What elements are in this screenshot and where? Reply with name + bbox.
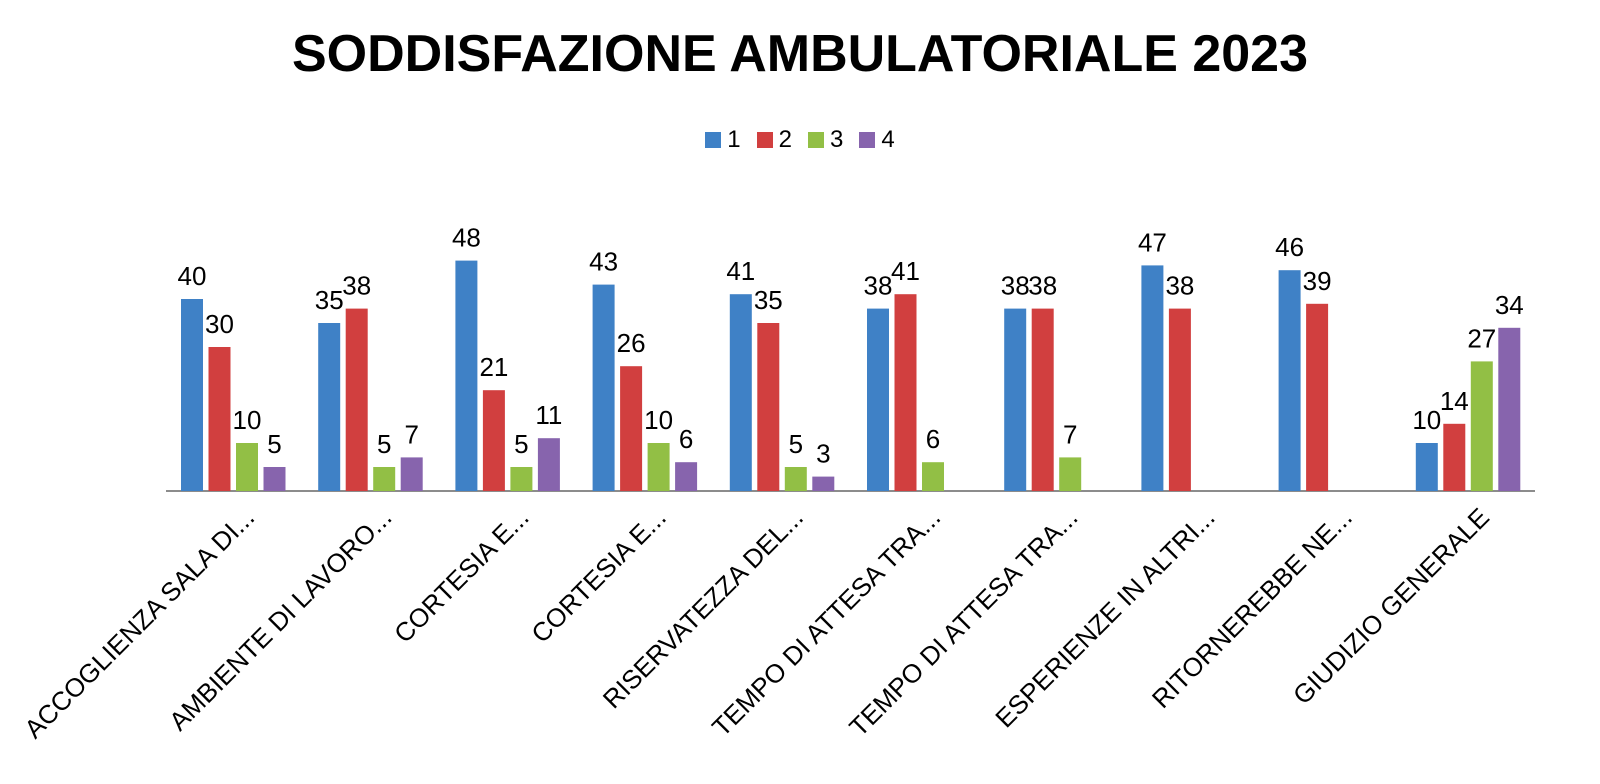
data-label: 5	[789, 429, 803, 459]
data-label: 10	[1412, 405, 1441, 435]
bar-series-4	[400, 457, 423, 491]
bar-series-1	[1415, 443, 1438, 491]
bar-series-4	[1498, 327, 1521, 491]
bar-series-1	[1141, 265, 1164, 491]
data-label: 43	[589, 247, 618, 277]
bar-series-4	[537, 438, 560, 491]
data-label: 41	[726, 256, 755, 286]
data-label: 21	[479, 352, 508, 382]
bar-series-3	[510, 467, 533, 491]
bar-series-3	[236, 443, 258, 491]
legend-item-1: 1	[705, 126, 741, 154]
data-label: 7	[404, 419, 418, 449]
bar-series-4	[812, 476, 835, 491]
data-label: 11	[535, 400, 562, 430]
category-label: TEMPO DI ATTESA TRA...	[706, 502, 946, 742]
bar-series-1	[181, 299, 203, 491]
bar-series-1	[1278, 270, 1301, 491]
legend-item-3: 3	[808, 126, 843, 154]
data-label: 30	[205, 309, 234, 339]
category-label: ESPERIENZE IN ALTRI...	[989, 502, 1220, 733]
bar-series-3	[1059, 457, 1082, 491]
chart-title: SODDISFAZIONE AMBULATORIALE 2023	[291, 25, 1309, 83]
bar-series-3	[784, 467, 807, 491]
bar-series-1	[592, 284, 615, 491]
bar-series-2	[894, 294, 917, 491]
data-label: 10	[644, 405, 673, 435]
bar-series-2	[1031, 308, 1054, 491]
bar-series-2	[1306, 303, 1329, 491]
data-label: 26	[617, 328, 646, 358]
bar-series-2	[1168, 308, 1191, 491]
category-label: ACCOGLIENZA SALA DI...	[18, 502, 260, 744]
data-label: 7	[1063, 419, 1077, 449]
bar-series-2	[482, 390, 505, 491]
legend: 1 2 3 4	[0, 126, 1600, 154]
data-label: 40	[178, 261, 207, 291]
legend-label: 4	[881, 126, 895, 153]
bar-series-3	[922, 462, 944, 491]
bar-series-2	[620, 366, 643, 491]
bar-series-4	[263, 467, 286, 491]
legend-swatch	[705, 132, 722, 148]
legend-item-2: 2	[756, 126, 792, 154]
bar-series-2	[1443, 423, 1466, 491]
data-label: 41	[891, 256, 920, 286]
data-label: 6	[926, 424, 940, 454]
bar-series-2	[757, 323, 780, 491]
legend-label: 1	[727, 126, 741, 153]
data-label: 3	[816, 439, 830, 469]
data-label: 6	[679, 424, 693, 454]
category-label: CORTESIA E...	[525, 502, 672, 649]
data-label: 14	[1440, 386, 1469, 416]
data-label: 39	[1303, 266, 1332, 296]
category-label: TEMPO DI ATTESA TRA...	[843, 502, 1083, 742]
data-label: 5	[514, 429, 528, 459]
bar-series-4	[675, 462, 698, 491]
category-label: AMBIENTE DI LAVORO...	[163, 502, 397, 736]
data-label: 35	[315, 285, 344, 315]
bar-series-1	[867, 308, 889, 491]
bar-series-3	[373, 467, 396, 491]
legend-item-4: 4	[859, 126, 895, 154]
legend-label: 3	[830, 126, 844, 153]
data-label: 38	[864, 271, 893, 301]
data-label: 5	[267, 429, 281, 459]
data-label: 35	[754, 285, 783, 315]
data-label: 27	[1467, 323, 1496, 353]
legend-swatch	[808, 132, 824, 148]
data-label: 5	[377, 429, 391, 459]
bar-series-1	[1004, 308, 1027, 491]
bar-series-1	[318, 323, 341, 491]
bar-series-1	[455, 260, 478, 491]
legend-swatch	[859, 132, 876, 148]
bar-series-2	[208, 347, 231, 491]
data-label: 38	[342, 271, 371, 301]
data-label: 38	[1028, 271, 1057, 301]
data-label: 38	[1001, 271, 1030, 301]
category-label: CORTESIA E...	[388, 502, 535, 649]
bar-series-1	[729, 294, 752, 491]
data-label: 48	[452, 223, 481, 253]
data-label: 47	[1138, 227, 1167, 257]
data-label: 34	[1495, 290, 1524, 320]
data-label: 46	[1275, 232, 1304, 262]
bar-series-3	[647, 443, 670, 491]
data-label: 38	[1165, 271, 1194, 301]
legend-label: 2	[778, 126, 792, 153]
bar-series-3	[1470, 361, 1493, 491]
data-label: 10	[233, 405, 262, 435]
bar-series-2	[345, 308, 368, 491]
legend-swatch	[756, 132, 773, 148]
